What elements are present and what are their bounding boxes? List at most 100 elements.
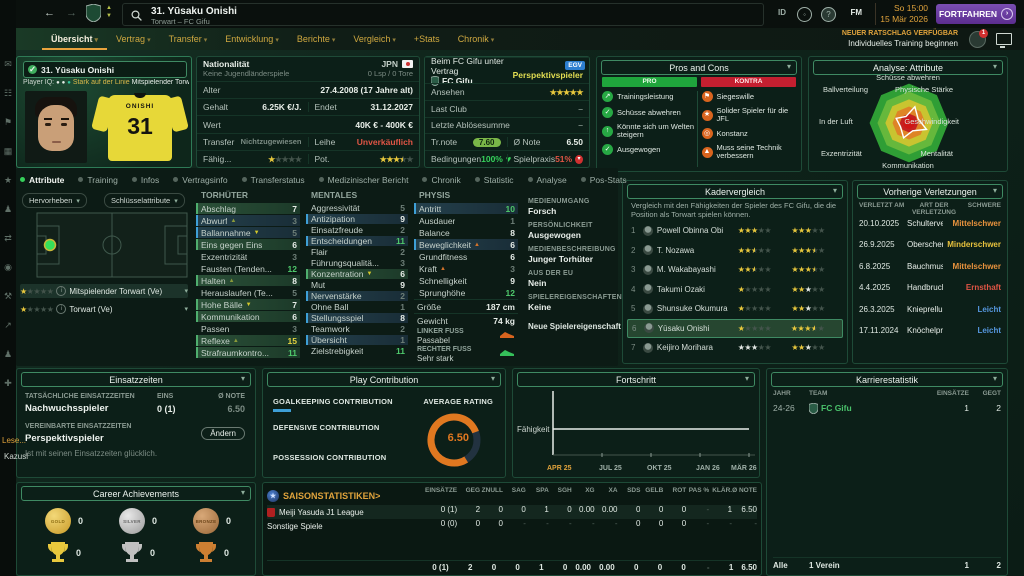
attribute-bersicht[interactable]: Übersicht 1 — [306, 335, 408, 345]
attribute-strafraumkontro[interactable]: Strafraumkontro... 11 — [196, 347, 300, 358]
continue-button[interactable]: FORTFAHREN › — [936, 4, 1016, 24]
subtab-statistic[interactable]: Statistic — [474, 175, 514, 185]
club-row[interactable]: FC Gifu — [431, 75, 513, 86]
forward-arrow-icon[interactable]: → — [66, 7, 77, 19]
attribute-f-hrungsqualit[interactable]: Führungsqualitä... 3 — [306, 258, 408, 268]
squad-comparison-header[interactable]: Kadervergleich ▾ — [627, 184, 843, 199]
injury-row-bauchmuskelzerr[interactable]: 6.8.2025 Bauchmuskelzerr... Mittelschwer — [859, 256, 1001, 276]
nav-tab-transfer[interactable]: Transfer ▾ — [160, 28, 217, 50]
club-icon[interactable]: ♟ — [3, 204, 13, 214]
nav-tab-vergleich[interactable]: Vergleich ▾ — [344, 28, 405, 50]
back-arrow-icon[interactable]: ← — [44, 7, 55, 19]
attribute-beweglichkeit[interactable]: Beweglichkeit ▲ 6 — [414, 239, 518, 250]
subtab-transferstatus[interactable]: Transferstatus — [241, 175, 305, 185]
play-contribution-header[interactable]: Play Contribution ▾ — [267, 372, 501, 387]
game-datetime[interactable]: So 15:00 15 Mär 2026 — [875, 3, 932, 25]
injury-row-knieprellung[interactable]: 26.3.2025 Knieprellung Leicht — [859, 299, 1001, 319]
comparison-row-y-saku-onishi[interactable]: 6 Yūsaku Onishi ★★★★★ ★★★★ ★ ★ — [627, 318, 843, 338]
pros-cons-header[interactable]: Pros and Cons ▾ — [601, 60, 797, 75]
search-icon[interactable] — [131, 8, 142, 26]
attribute-reflexe[interactable]: Reflexe ▲ 15 — [196, 335, 300, 346]
con-item[interactable]: ⚑ Siegeswille — [701, 91, 797, 102]
nav-tab-bersicht[interactable]: Übersicht ▾ — [42, 28, 107, 50]
whistle-icon[interactable]: ◦ — [797, 7, 812, 22]
attribute-exzentrizit-t[interactable]: Exzentrizität 3 — [196, 251, 300, 262]
attribute-stellungsspiel[interactable]: Stellungsspiel 8 — [306, 313, 408, 323]
con-item[interactable]: ◎ Konstanz — [701, 128, 797, 139]
attribute-grundfitness[interactable]: Grundfitness 6 — [414, 251, 518, 262]
sidebar-label-lese[interactable]: Lese... — [2, 436, 27, 445]
id-icon[interactable]: ID — [778, 8, 786, 17]
attribute-passen[interactable]: Passen 3 — [196, 323, 300, 334]
career-row[interactable]: 24-26 FC Gifu 1 2 — [773, 400, 1001, 416]
nav-tab-chronik[interactable]: Chronik ▾ — [449, 28, 504, 50]
sidebar-label-kazusl[interactable]: Kazusl — [4, 452, 29, 461]
attribute-analysis-header[interactable]: Analyse: Attribute ▾ — [813, 60, 1003, 75]
nav-tab-berichte[interactable]: Berichte ▾ — [288, 28, 345, 50]
highlight-dropdown[interactable]: Hervorheben ▾ — [22, 193, 87, 208]
advice-notice[interactable]: NEUER RATSCHLAG VERFÜGBAR Individuelles … — [842, 29, 958, 49]
comparison-row-powell-obinna-obi[interactable]: 1 Powell Obinna Obi ★★★★★ ★★★★★ — [627, 221, 843, 240]
attribute-halten[interactable]: Halten ▲ 8 — [196, 275, 300, 286]
attribute-entscheidungen[interactable]: Entscheidungen 11 — [306, 236, 408, 246]
season-row-name[interactable]: Meiji Yasuda J1 League — [267, 505, 425, 519]
playing-time-header[interactable]: Einsatzzeiten ▾ — [21, 372, 251, 387]
con-item[interactable]: ▲ Muss seine Technik verbessern — [701, 144, 797, 160]
comparison-row-m-wakabayashi[interactable]: 3 M. Wakabayashi ★★★ ★ ★★ ★★★★ ★ ★ — [627, 260, 843, 279]
schedule-icon[interactable]: ▦ — [3, 146, 13, 156]
attribute-hohe-b-lle[interactable]: Hohe Bälle ▼ 7 — [196, 299, 300, 310]
attribute-zielstrebigkeit[interactable]: Zielstrebigkeit 11 — [306, 346, 408, 356]
attribute-einsatzfreude[interactable]: Einsatzfreude 2 — [306, 225, 408, 235]
season-stats-title[interactable]: ★ SAISONSTATISTIKEN> — [267, 487, 425, 505]
comparison-row-keijiro-morihara[interactable]: 7 Keijiro Morihara ★★★★★ ★★★★★ — [627, 338, 843, 357]
con-item[interactable]: ★ Solider Spieler für die JFL — [701, 107, 797, 123]
attribute-kommunikation[interactable]: Kommunikation 6 — [196, 311, 300, 322]
role-row-sweeper-keeper[interactable]: ★★★★★ i Mitspielender Torwart (Ve) ▾ — [20, 284, 188, 298]
attribute-antritt[interactable]: Antritt 10 — [414, 203, 518, 214]
player-name-plate[interactable]: ✓ 31. Yūsaku Onishi — [23, 61, 187, 78]
attribute-balance[interactable]: Balance 8 — [414, 227, 518, 238]
tactics-icon[interactable]: ⚑ — [3, 117, 13, 127]
monitor-icon[interactable] — [996, 33, 1012, 48]
change-button[interactable]: Ändern — [201, 427, 245, 440]
nav-tab-entwicklung[interactable]: Entwicklung ▾ — [216, 28, 288, 50]
attribute-schnelligkeit[interactable]: Schnelligkeit 9 — [414, 275, 518, 286]
advisor-avatar[interactable]: 1 — [969, 29, 988, 48]
subtab-chronik[interactable]: Chronik — [422, 175, 461, 185]
attribute-teamwork[interactable]: Teamwork 2 — [306, 324, 408, 334]
career-stats-header[interactable]: Karrierestatistik ▾ — [771, 372, 1003, 387]
attribute-herauslaufen-te[interactable]: Herauslaufen (Te... 5 — [196, 287, 300, 298]
subtab-training[interactable]: Training — [78, 175, 118, 185]
subtab-medizinischer-bericht[interactable]: Medizinischer Bericht — [318, 175, 408, 185]
injury-row-handbruch[interactable]: 4.4.2025 Handbruch Ernsthaft — [859, 278, 1001, 298]
egv-badge[interactable]: EGV — [565, 61, 585, 70]
key-attributes-dropdown[interactable]: Schlüsselattribute ▾ — [104, 193, 185, 208]
player-cycle-chevrons[interactable]: ▲ ▼ — [106, 5, 112, 19]
attribute-ballannahme[interactable]: Ballannahme ▼ 5 — [196, 227, 300, 238]
pro-item[interactable]: ↗ Trainingsleistung — [602, 91, 697, 102]
role-row-goalkeeper[interactable]: ★★★★★ i Torwart (Ve) ▾ — [20, 302, 188, 316]
subtab-pos-stats[interactable]: Pos-Stats — [580, 175, 627, 185]
attribute-ohne-ball[interactable]: Ohne Ball 1 — [306, 302, 408, 312]
nav-tab-stats[interactable]: +Stats — [405, 28, 449, 50]
inbox-icon[interactable]: ✉ — [4, 59, 12, 69]
attribute-sprungh-he[interactable]: Sprunghöhe 12 — [414, 287, 518, 298]
training-icon[interactable]: ⚒ — [3, 291, 13, 301]
pro-item[interactable]: ✓ Schüsse abwehren — [602, 107, 697, 118]
attribute-flair[interactable]: Flair 2 — [306, 247, 408, 257]
comparison-row-takumi-ozaki[interactable]: 4 Takumi Ozaki ★★★★★ ★★★★★ — [627, 280, 843, 299]
club-crest-icon[interactable] — [85, 3, 102, 27]
stats-icon[interactable]: ↗ — [4, 320, 12, 330]
previous-injuries-header[interactable]: Vorherige Verletzungen ▾ — [857, 184, 1003, 199]
competitions-icon[interactable]: ★ — [3, 175, 13, 185]
nation-row[interactable]: JPN — [368, 59, 413, 69]
transfers-icon[interactable]: ⇄ — [4, 233, 12, 243]
attribute-ausdauer[interactable]: Ausdauer 1 — [414, 215, 518, 226]
attribute-nervenst-rke[interactable]: Nervenstärke 2 — [306, 291, 408, 301]
attribute-eins-gegen-eins[interactable]: Eins gegen Eins 6 — [196, 239, 300, 250]
squad-icon[interactable]: ☷ — [3, 88, 13, 98]
medical-icon[interactable]: ✚ — [4, 378, 12, 388]
attribute-mut[interactable]: Mut 9 — [306, 280, 408, 290]
staff-icon[interactable]: ♟ — [3, 349, 13, 359]
scouting-icon[interactable]: ◉ — [4, 262, 12, 272]
